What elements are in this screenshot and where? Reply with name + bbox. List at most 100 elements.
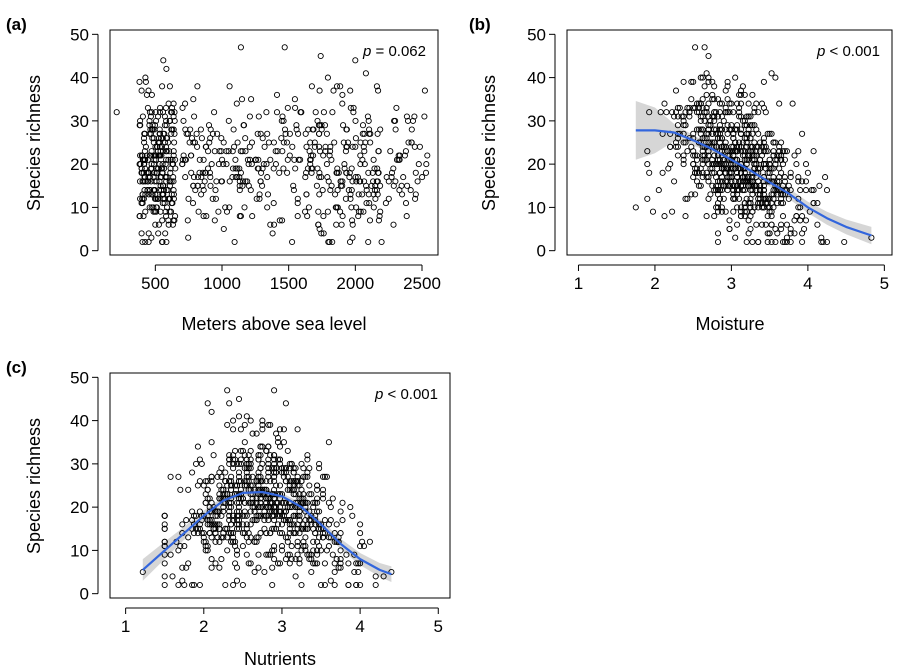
data-point xyxy=(810,148,817,155)
data-point xyxy=(278,543,286,550)
data-point xyxy=(243,525,250,532)
data-point xyxy=(194,174,202,181)
data-point xyxy=(255,156,262,163)
data-point xyxy=(194,83,201,90)
data-point xyxy=(241,478,248,485)
data-point xyxy=(172,165,179,172)
data-point xyxy=(160,191,167,198)
data-point xyxy=(741,117,748,124)
data-point xyxy=(230,530,237,537)
data-point xyxy=(724,122,731,129)
data-point xyxy=(678,113,685,120)
data-point xyxy=(212,560,219,567)
data-point xyxy=(243,521,250,528)
data-point xyxy=(214,508,221,515)
data-point xyxy=(732,126,739,133)
data-point xyxy=(265,465,272,472)
data-point xyxy=(724,78,731,85)
data-point xyxy=(304,473,311,480)
data-point xyxy=(375,217,382,224)
data-point xyxy=(157,148,164,155)
data-point xyxy=(294,200,301,207)
data-point xyxy=(216,148,223,155)
data-point xyxy=(286,504,293,511)
y-tick-label: 40 xyxy=(70,69,89,88)
data-point xyxy=(284,473,291,480)
data-point xyxy=(218,556,225,563)
data-point xyxy=(249,430,256,437)
data-point xyxy=(202,547,209,554)
data-point xyxy=(153,165,160,172)
y-tick-label: 10 xyxy=(527,198,546,217)
data-point xyxy=(233,547,241,554)
data-point xyxy=(145,169,152,176)
data-point xyxy=(314,551,321,558)
data-point xyxy=(202,543,209,550)
data-point xyxy=(169,221,176,228)
data-point xyxy=(240,178,247,185)
data-point xyxy=(265,139,272,146)
data-point xyxy=(346,174,353,181)
data-point xyxy=(375,148,382,155)
data-point xyxy=(732,74,739,81)
data-point xyxy=(146,109,153,116)
data-point xyxy=(141,174,148,181)
data-point xyxy=(697,117,704,124)
data-point xyxy=(402,148,409,155)
data-point xyxy=(256,191,263,198)
data-point xyxy=(280,473,287,480)
data-point xyxy=(407,187,414,194)
data-point xyxy=(709,161,716,168)
data-point xyxy=(219,156,226,163)
data-point xyxy=(308,169,315,176)
data-point xyxy=(709,130,716,137)
data-point xyxy=(337,208,344,215)
data-point xyxy=(233,482,241,489)
data-point xyxy=(320,213,327,220)
data-point xyxy=(276,482,284,489)
data-point xyxy=(319,491,327,498)
data-point xyxy=(269,547,276,554)
data-point xyxy=(342,148,349,155)
data-point xyxy=(295,130,302,137)
data-point xyxy=(274,439,282,446)
data-point xyxy=(734,204,741,211)
data-point xyxy=(421,113,428,120)
data-point xyxy=(171,139,178,146)
data-point xyxy=(243,413,250,420)
data-point xyxy=(768,200,775,207)
data-point xyxy=(151,187,158,194)
panel-a-letter: (a) xyxy=(6,15,27,34)
data-point xyxy=(709,91,716,98)
data-point xyxy=(283,139,291,146)
data-point xyxy=(703,104,710,111)
panel-b-letter: (b) xyxy=(469,15,491,34)
data-point xyxy=(160,187,168,194)
data-point xyxy=(380,573,387,580)
data-point xyxy=(276,217,283,224)
data-point xyxy=(360,143,367,150)
data-point xyxy=(233,521,241,528)
data-point xyxy=(220,530,227,537)
y-tick-label: 0 xyxy=(80,242,89,261)
data-point xyxy=(818,234,825,241)
data-point xyxy=(743,139,750,146)
data-point xyxy=(340,139,347,146)
data-point xyxy=(204,478,211,485)
data-point xyxy=(256,195,263,202)
data-point xyxy=(762,143,769,150)
data-point xyxy=(304,213,311,220)
data-point xyxy=(242,148,249,155)
data-point xyxy=(684,148,691,155)
data-point xyxy=(224,482,231,489)
data-point xyxy=(308,517,315,524)
data-point xyxy=(290,478,297,485)
data-point xyxy=(170,148,177,155)
data-point xyxy=(224,491,231,498)
data-point xyxy=(778,200,785,207)
data-point xyxy=(726,148,733,155)
data-point xyxy=(749,122,756,129)
data-point xyxy=(319,187,326,194)
data-point xyxy=(355,213,362,220)
data-point xyxy=(329,109,336,116)
